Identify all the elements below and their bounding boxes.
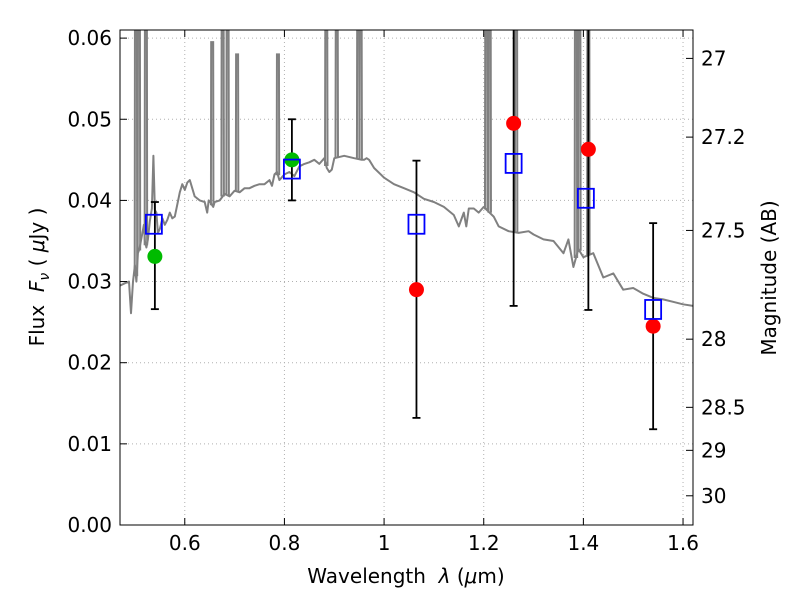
y-tick-label: 0.03 — [67, 270, 112, 294]
y-tick-label: 0.02 — [67, 351, 112, 375]
y2-axis-label: Magnitude (AB) — [757, 200, 781, 355]
model-square-point — [407, 213, 426, 235]
red-data-point — [506, 115, 522, 131]
emission-line-spike — [334, 30, 339, 158]
x-tick-label: 1 — [378, 531, 391, 555]
emission-line-spike — [275, 53, 281, 176]
x-tick-label: 1.2 — [468, 531, 500, 555]
y-tick-label: 0.00 — [67, 513, 112, 537]
green-data-point — [147, 248, 163, 264]
x-tick-label: 0.8 — [269, 531, 301, 555]
data-points — [144, 30, 663, 431]
emission-line-spike — [513, 30, 519, 233]
y2-tick-label: 28 — [701, 327, 726, 351]
axis-ticks: 0.6 0.8 1 1.2 1.4 1.6 0.00 0.01 0.02 0.03 0.04 0.05… — [67, 26, 745, 555]
red-data-point — [645, 318, 661, 334]
x-axis-label: Wavelength λ (μm) — [307, 564, 504, 588]
y2-tick-label: 28.5 — [701, 395, 746, 419]
emission-line-spike — [234, 53, 240, 192]
plot-area — [120, 30, 693, 315]
emission-line-spike — [577, 30, 582, 251]
emission-line-spike — [220, 30, 225, 197]
y-tick-label: 0.04 — [67, 188, 112, 212]
plot-frame — [119, 29, 694, 526]
y-tick-label: 0.01 — [67, 432, 112, 456]
emission-line-spike — [225, 30, 230, 196]
model-square-point — [282, 158, 301, 180]
emission-line-spike — [136, 30, 142, 251]
y2-tick-label: 27.2 — [701, 125, 746, 149]
emission-line-spike — [573, 30, 579, 259]
model-square-point — [576, 187, 595, 209]
model-sed-line — [120, 154, 693, 315]
red-data-point — [580, 141, 596, 157]
model-square-point — [644, 299, 663, 320]
y2-tick-label: 27 — [701, 46, 726, 70]
gridlines — [120, 30, 693, 526]
emission-line-spike — [209, 41, 215, 206]
y2-tick-label: 29 — [701, 438, 726, 462]
y2-tick-label: 30 — [701, 484, 726, 508]
emission-line-spike — [324, 30, 329, 167]
y-axis-label: Flux Fν ( μJy ) — [25, 208, 53, 347]
red-data-point — [408, 282, 424, 298]
x-tick-label: 1.4 — [567, 531, 599, 555]
emission-line-spike — [358, 30, 363, 160]
y2-tick-label: 27.5 — [701, 218, 746, 242]
emission-line-spike — [483, 30, 489, 210]
x-tick-label: 0.6 — [169, 531, 201, 555]
emission-line-spike — [487, 30, 492, 213]
model-square-point — [144, 213, 163, 235]
y-tick-label: 0.06 — [67, 26, 112, 50]
emission-line-spike — [143, 30, 149, 246]
model-square-point — [504, 152, 523, 174]
y-tick-label: 0.05 — [67, 107, 112, 131]
x-tick-label: 1.6 — [667, 531, 699, 555]
